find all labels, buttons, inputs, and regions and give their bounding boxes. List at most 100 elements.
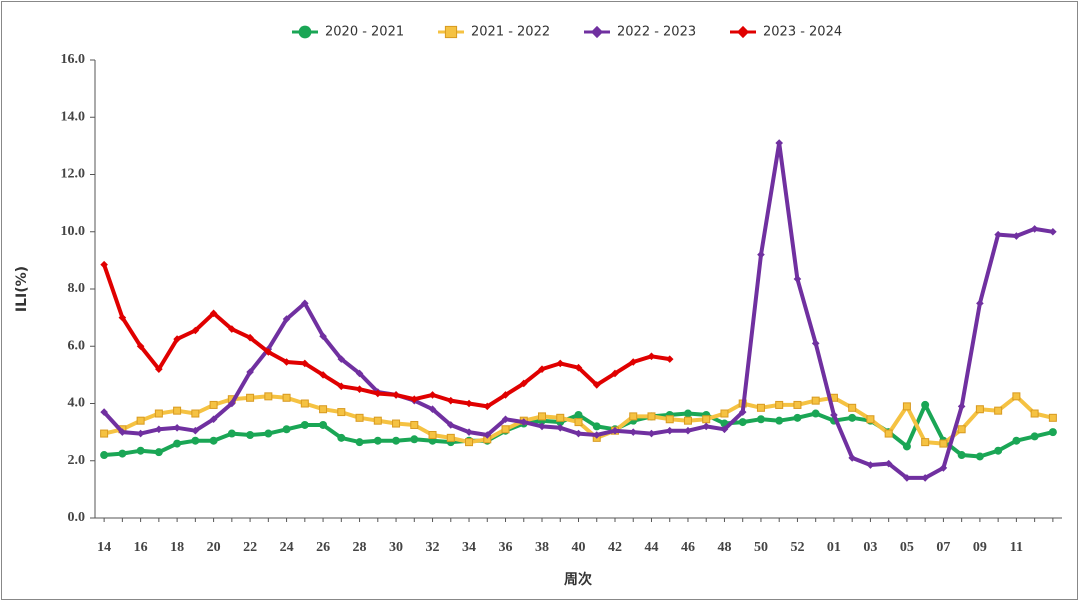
point [355, 385, 364, 393]
point [994, 446, 1003, 455]
point [1049, 227, 1057, 236]
point [191, 436, 200, 445]
point [446, 433, 455, 442]
x-tick-label: 07 [936, 540, 950, 555]
series-line [102, 264, 671, 409]
point [373, 436, 382, 445]
point [501, 415, 510, 424]
point [446, 396, 455, 405]
point [519, 379, 528, 388]
point [282, 315, 291, 323]
point [1048, 413, 1057, 422]
point [337, 355, 346, 363]
point [793, 413, 802, 422]
x-tick-label: 11 [1010, 540, 1023, 555]
point [410, 395, 419, 404]
point [720, 409, 729, 418]
point [976, 299, 984, 308]
x-tick-label: 14 [97, 540, 111, 555]
point [301, 299, 309, 308]
point [100, 429, 109, 438]
legend-marker [298, 25, 312, 39]
x-tick-label: 09 [973, 540, 987, 555]
y-tick-label: 14.0 [61, 109, 86, 124]
point [337, 382, 346, 391]
point [556, 424, 565, 432]
x-tick-label: 38 [535, 540, 549, 555]
y-tick-label: 2.0 [68, 453, 86, 468]
x-tick-label: 16 [134, 540, 148, 555]
point [811, 396, 820, 405]
y-tick-label: 12.0 [61, 167, 86, 182]
x-tick-label: 50 [754, 540, 768, 555]
point [884, 459, 893, 468]
point [665, 355, 674, 363]
point [264, 348, 273, 356]
point [373, 416, 382, 425]
point [228, 325, 236, 333]
point [738, 408, 747, 416]
x-tick-label: 30 [389, 540, 403, 555]
point [355, 369, 364, 378]
point [155, 425, 163, 434]
point [556, 413, 565, 422]
point [592, 431, 601, 439]
x-tick-label: 18 [170, 540, 184, 555]
x-tick-label: 42 [608, 540, 622, 555]
point [154, 448, 163, 457]
point [228, 399, 236, 408]
point [264, 429, 273, 438]
point [811, 339, 820, 348]
point [136, 416, 145, 425]
point [191, 409, 200, 418]
point [1030, 225, 1039, 233]
legend-marker [590, 25, 604, 39]
point [319, 420, 328, 429]
point [519, 418, 528, 426]
x-axis-title: 周次 [564, 571, 592, 588]
x-tick-label: 22 [243, 540, 257, 555]
point [118, 449, 127, 458]
point [136, 446, 145, 455]
x-tick-label: 40 [572, 540, 586, 555]
point [975, 405, 984, 414]
point [428, 430, 437, 439]
point [683, 409, 692, 418]
point [300, 399, 309, 408]
x-tick-label: 34 [462, 540, 476, 555]
point [592, 381, 601, 389]
x-tick-label: 32 [426, 540, 440, 555]
point [155, 365, 163, 373]
point [282, 358, 291, 366]
point [428, 391, 437, 399]
point [793, 275, 802, 283]
point [191, 426, 200, 435]
x-tick-label: 28 [353, 540, 367, 555]
point [975, 452, 984, 461]
point [1012, 436, 1021, 445]
point [647, 429, 656, 438]
point [246, 333, 254, 342]
point [428, 405, 437, 414]
point [300, 420, 309, 429]
point [374, 389, 382, 398]
x-tick-label: 44 [644, 540, 658, 555]
point [538, 412, 547, 421]
point [118, 428, 127, 436]
x-tick-label: 24 [280, 540, 294, 555]
point [574, 410, 583, 419]
point [465, 428, 473, 436]
point [173, 406, 182, 415]
point [337, 433, 346, 442]
point [337, 408, 346, 417]
legend-label: 2021 - 2022 [471, 25, 550, 40]
y-tick-label: 16.0 [61, 52, 86, 67]
point [209, 400, 218, 409]
point [611, 426, 619, 435]
point [246, 393, 255, 402]
point [355, 413, 364, 422]
legend-label: 2022 - 2023 [617, 25, 696, 40]
point [957, 402, 966, 411]
x-tick-label: 05 [900, 540, 914, 555]
point [227, 429, 236, 438]
